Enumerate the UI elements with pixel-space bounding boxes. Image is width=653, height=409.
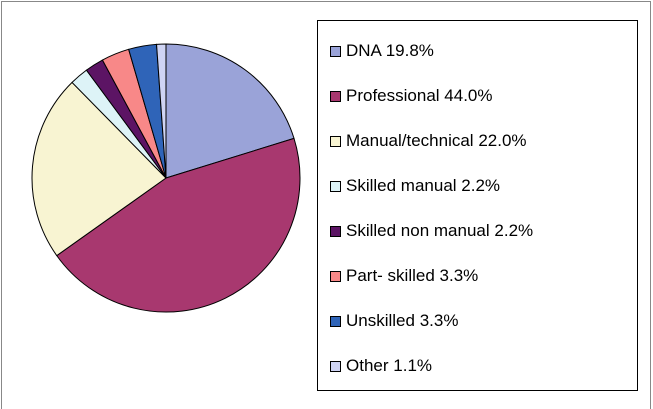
legend-label: DNA 19.8%	[346, 41, 434, 60]
legend-category: Other	[346, 356, 389, 375]
pie-slice	[165, 43, 295, 179]
legend-value: 2.2%	[461, 176, 500, 195]
legend-label: Part- skilled 3.3%	[346, 266, 478, 285]
legend-swatch	[330, 316, 341, 327]
legend-value: 1.1%	[393, 356, 432, 375]
legend-value: 3.3%	[440, 266, 479, 285]
legend-category: Skilled non manual	[346, 221, 490, 240]
legend-category: DNA	[346, 41, 383, 60]
legend-label: Skilled non manual 2.2%	[346, 221, 533, 240]
legend-value: 44.0%	[444, 86, 492, 105]
legend-category: Skilled manual	[346, 176, 457, 195]
legend-swatch	[330, 181, 341, 192]
legend-category: Part- skilled	[346, 266, 435, 285]
legend-swatch	[330, 46, 341, 57]
legend-label: Unskilled 3.3%	[346, 311, 458, 330]
legend-label: Skilled manual 2.2%	[346, 176, 500, 195]
legend-swatch	[330, 136, 341, 147]
pie-slice	[31, 81, 167, 257]
legend-value: 19.8%	[386, 41, 434, 60]
pie-slice	[156, 43, 167, 179]
legend-swatch	[330, 91, 341, 102]
legend-label: Manual/technical 22.0%	[346, 131, 527, 150]
legend-category: Unskilled	[346, 311, 415, 330]
legend-label: Professional 44.0%	[346, 86, 493, 105]
legend-swatch	[330, 271, 341, 282]
legend-swatch	[330, 361, 341, 372]
legend-label: Other 1.1%	[346, 356, 432, 375]
legend-value: 2.2%	[494, 221, 533, 240]
legend-category: Manual/technical	[346, 131, 474, 150]
legend-swatch	[330, 226, 341, 237]
legend-category: Professional	[346, 86, 440, 105]
pie-slice	[56, 137, 301, 313]
legend-value: 22.0%	[478, 131, 526, 150]
legend-value: 3.3%	[420, 311, 459, 330]
legend-box	[317, 20, 638, 391]
